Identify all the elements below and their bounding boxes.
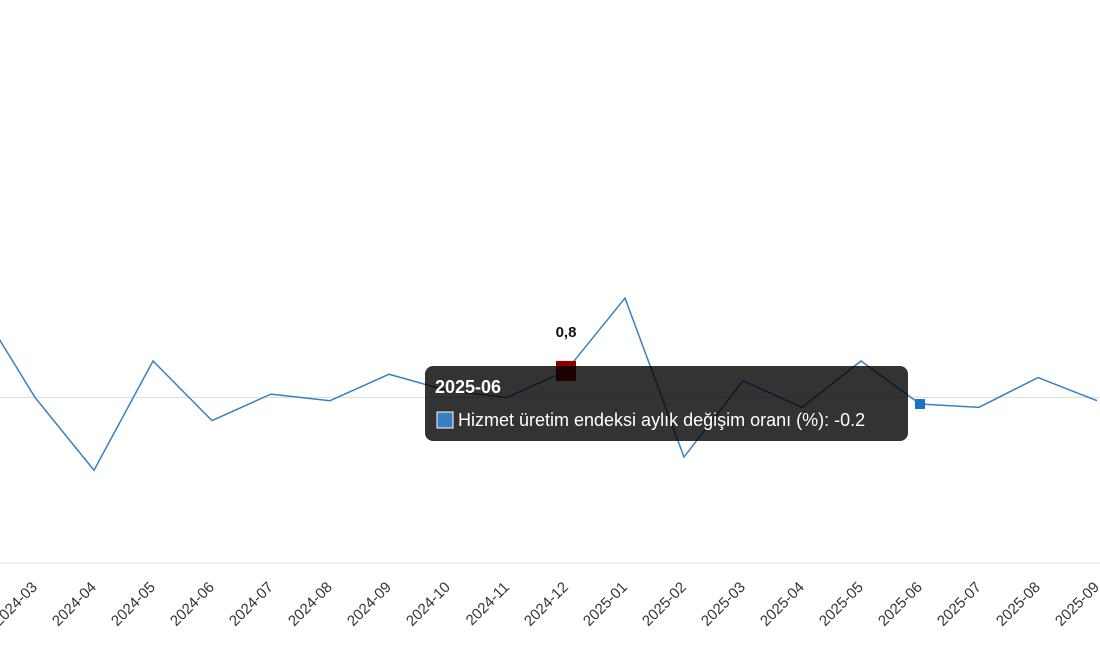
tooltip-title: 2025-06 xyxy=(435,377,501,397)
tooltip-text: Hizmet üretim endeksi aylık değişim oran… xyxy=(458,410,865,430)
x-tick-label: 2025-06 xyxy=(875,579,926,630)
x-tick-label: 2025-05 xyxy=(816,579,867,630)
x-tick-label: 2024-12 xyxy=(521,579,572,630)
x-tick-label: 2025-09 xyxy=(1052,579,1100,630)
x-tick-label: 2024-11 xyxy=(463,579,513,629)
tooltip-swatch xyxy=(436,411,454,429)
hover-marker xyxy=(915,399,925,410)
x-tick-label: 2025-02 xyxy=(639,579,690,630)
x-tick-label: 2024-08 xyxy=(285,579,336,630)
tooltip: 2025-06 Hizmet üretim endeksi aylık değiş… xyxy=(425,366,908,441)
tooltip-box xyxy=(425,366,908,441)
x-tick-label: 2024-10 xyxy=(403,579,454,630)
x-tick-label: 2024-06 xyxy=(167,579,218,630)
x-tick-label: 2025-01 xyxy=(580,579,631,630)
x-tick-label: 2024-04 xyxy=(49,579,100,630)
x-tick-label: 2025-08 xyxy=(993,579,1044,630)
x-tick-label: 2024-05 xyxy=(108,579,159,630)
x-tick-label: 2024-09 xyxy=(344,579,395,630)
x-tick-label: 2025-07 xyxy=(934,579,985,630)
x-tick-label: 2025-04 xyxy=(757,579,808,630)
x-tick-label: 2024-03 xyxy=(0,579,41,630)
data-label: 0,8 xyxy=(556,324,577,341)
x-tick-label: 2024-07 xyxy=(226,579,277,630)
x-tick-label: 2025-03 xyxy=(698,579,749,630)
